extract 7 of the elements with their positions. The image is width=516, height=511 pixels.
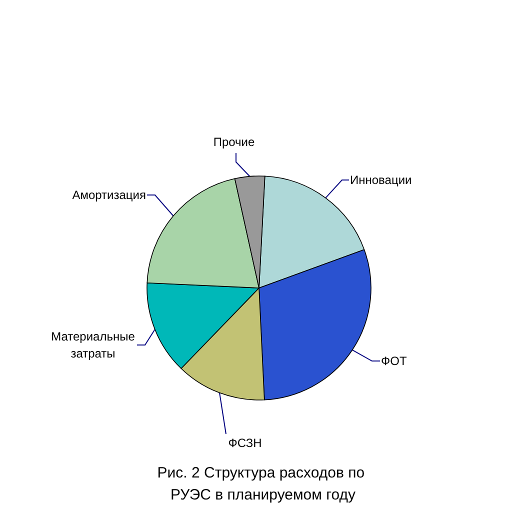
slice-label: ФСЗН [228,436,262,450]
slice-label: Прочие [213,135,255,149]
slice-label: Материальные затраты [51,330,136,360]
text: Рис. 2 Структура расходов по РУЭС в планируемом году [157,464,369,504]
slice-label: Амортизация [72,188,146,202]
slice-label: Инновации [350,173,412,187]
slice-label: ФОТ [381,354,408,368]
